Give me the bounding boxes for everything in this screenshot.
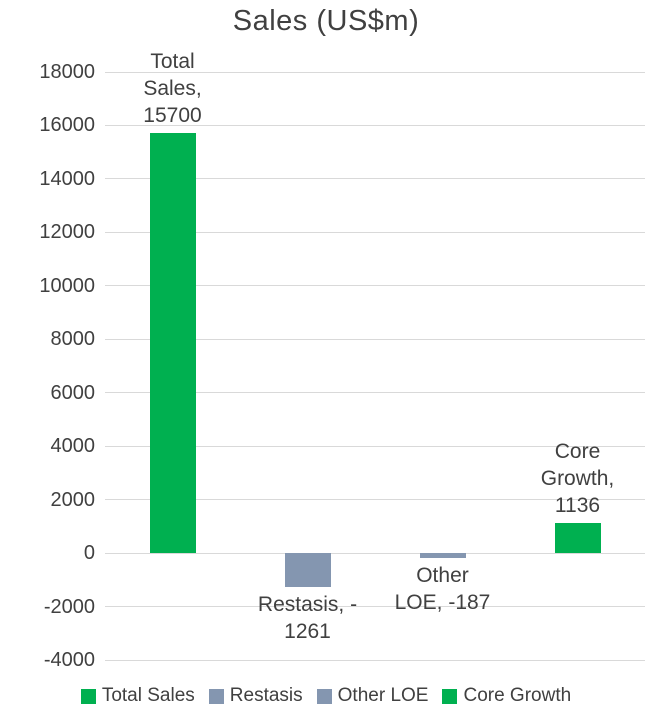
- data-label-other-loe: Other LOE, -187: [395, 562, 491, 616]
- legend: Total Sales Restasis Other LOE Core Growth: [0, 685, 652, 707]
- y-axis-tick-label: 6000: [50, 381, 96, 404]
- y-axis-tick-label: 16000: [39, 114, 95, 137]
- y-axis-tick-label: -4000: [43, 649, 95, 671]
- legend-item-core-growth: Core Growth: [442, 685, 571, 707]
- data-label-line: Other: [416, 564, 469, 588]
- gridline: [105, 552, 645, 554]
- bar-restasis: [284, 553, 331, 587]
- legend-swatch-core-growth: [442, 688, 458, 704]
- gridline: [105, 606, 645, 608]
- data-label-line: Core: [554, 439, 601, 463]
- y-axis-tick-label: 14000: [39, 167, 95, 190]
- y-axis-tick-label: 0: [83, 542, 95, 565]
- gridline: [105, 445, 645, 447]
- data-label-line: 1261: [284, 619, 331, 643]
- y-axis-tick-label: 18000: [39, 61, 95, 83]
- gridline: [105, 338, 645, 340]
- bar-total-sales: [149, 133, 196, 554]
- data-label-line: LOE, -187: [394, 591, 491, 615]
- data-label-core-growth: Core Growth, 1136: [541, 438, 615, 519]
- data-label-line: Restasis, -: [257, 592, 358, 616]
- bar-core-growth: [554, 522, 601, 554]
- gridline: [105, 178, 645, 180]
- legend-swatch-total-sales: [80, 688, 96, 704]
- legend-label: Total Sales: [101, 685, 195, 706]
- legend-swatch-other-loe: [316, 688, 332, 704]
- legend-item-other-loe: Other LOE: [316, 685, 429, 707]
- y-axis-tick-label: 2000: [50, 488, 96, 511]
- chart-title: Sales (US$m): [232, 5, 420, 37]
- y-axis-tick-label: 4000: [50, 435, 96, 458]
- legend-item-total-sales: Total Sales: [80, 685, 195, 707]
- y-axis-tick-label: -2000: [43, 595, 95, 618]
- data-label-line: 1136: [554, 493, 601, 517]
- data-label-restasis: Restasis, - 1261: [258, 591, 357, 645]
- y-axis-tick-label: 8000: [50, 328, 96, 351]
- bar-other-loe: [419, 553, 466, 559]
- data-label-line: Total: [150, 50, 195, 74]
- gridline: [105, 231, 645, 233]
- gridline: [105, 71, 645, 73]
- legend-swatch-restasis: [208, 688, 224, 704]
- gridline: [105, 285, 645, 287]
- gridline: [105, 499, 645, 501]
- data-label-line: Growth,: [540, 466, 615, 490]
- y-axis-tick-label: 10000: [39, 274, 95, 297]
- data-label-line: Sales,: [143, 77, 202, 101]
- legend-label: Core Growth: [463, 685, 572, 706]
- legend-label: Restasis: [229, 685, 303, 706]
- data-label-total-sales: Total Sales, 15700: [143, 48, 201, 129]
- legend-item-restasis: Restasis: [208, 685, 303, 707]
- gridline: [105, 392, 645, 394]
- gridline: [105, 124, 645, 126]
- legend-label: Other LOE: [337, 685, 429, 706]
- y-axis-tick-label: 12000: [39, 221, 95, 244]
- gridline: [105, 659, 645, 661]
- data-label-line: 15700: [143, 104, 202, 128]
